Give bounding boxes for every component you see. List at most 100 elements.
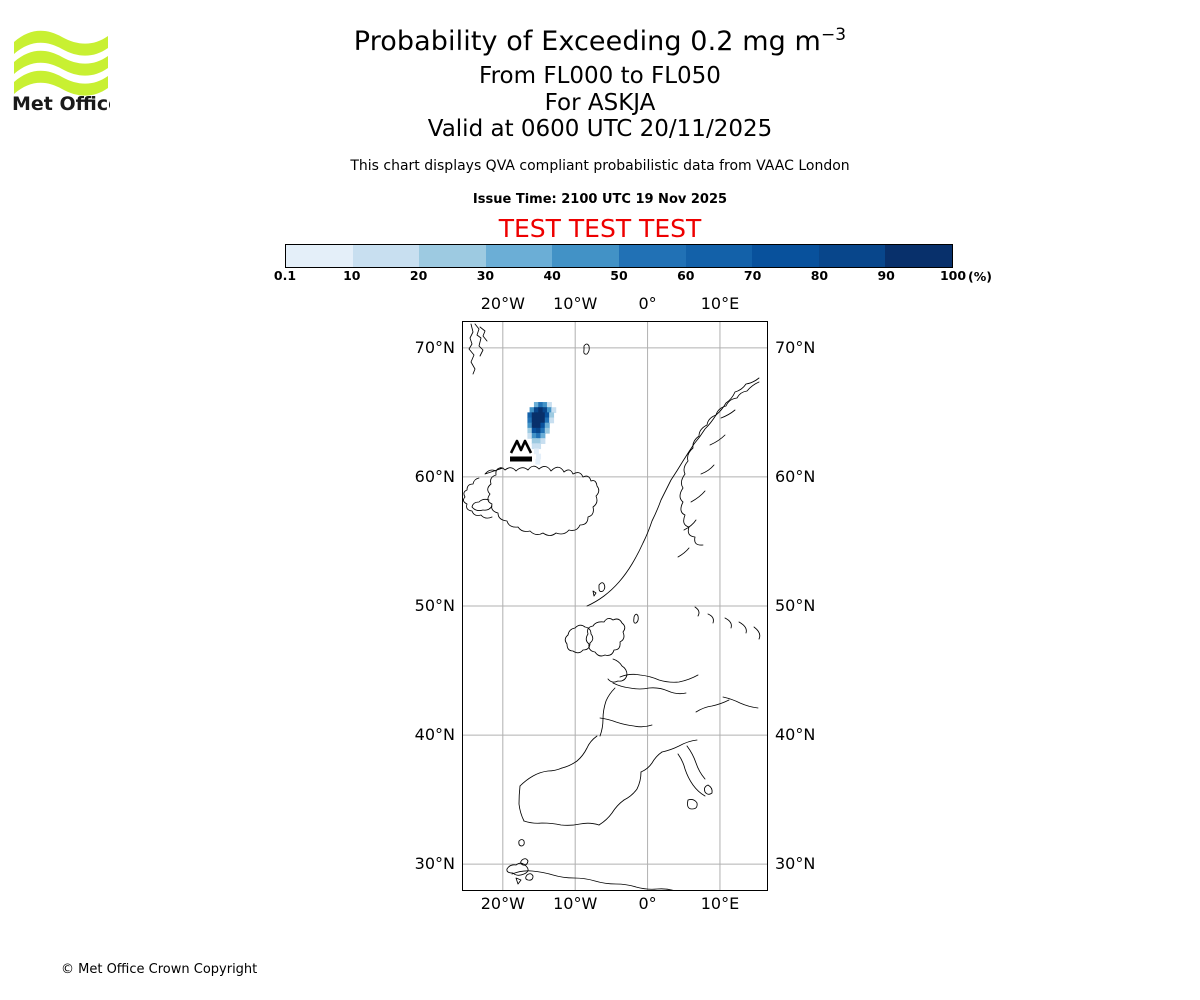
lat-tick-left-2: 50°N [414, 596, 455, 615]
lon-tick-bottom-0: 20°W [480, 894, 525, 913]
logo-wordmark: Met Office [12, 93, 110, 112]
lon-tick-bottom-1: 10°W [553, 894, 598, 913]
qva-note: This chart displays QVA compliant probab… [350, 158, 850, 174]
plume-cell [527, 433, 533, 439]
colorbar [285, 244, 953, 268]
plume-cell [529, 407, 535, 413]
plume-cell [536, 427, 542, 434]
plume-cell [536, 443, 542, 450]
page-title-exponent: −3 [820, 25, 847, 45]
plume-cell [527, 422, 533, 429]
lat-tick-right-0: 70°N [775, 337, 816, 357]
colorbar-segment-5 [618, 245, 686, 267]
plume-cell [544, 427, 550, 434]
page-title-text: Probability of Exceeding 0.2 mg m [353, 26, 821, 57]
colorbar-tick-50: 50 [610, 268, 628, 283]
plume-cell [533, 448, 539, 455]
plume-cell [531, 438, 537, 444]
issue-time: Issue Time: 2100 UTC 19 Nov 2025 [472, 192, 728, 207]
colorbar-unit-label: (%) [968, 269, 992, 284]
plume-cell [540, 417, 546, 424]
plume-cell [544, 412, 550, 419]
plume-cell [540, 438, 546, 444]
lat-tick-right-2: 50°N [775, 596, 816, 615]
colorbar-tick-60: 60 [677, 268, 695, 283]
met-office-logo-svg: Met Office [12, 30, 110, 112]
colorbar-segment-2 [419, 245, 486, 267]
plume-cell [536, 433, 542, 439]
lon-tick-top-0: 20°W [480, 294, 525, 313]
lat-tick-right-4: 30°N [775, 854, 816, 874]
plume-cell [540, 427, 546, 434]
colorbar-segment-7 [752, 245, 819, 267]
plume-cell [549, 412, 555, 419]
colorbar-tick-70: 70 [743, 268, 762, 283]
lon-tick-top-3: 10°E [700, 294, 740, 313]
plume-cell [551, 407, 557, 413]
plume-cell [533, 402, 539, 408]
colorbar-tick-40: 40 [543, 268, 561, 283]
colorbar-tick-labels: 0.1 10 20 30 40 50 60 70 80 90 100 [274, 268, 966, 286]
plume-cell [531, 443, 537, 450]
plume-cell [538, 402, 544, 408]
plume-cell [538, 407, 544, 413]
lat-tick-left-3: 40°N [414, 725, 455, 745]
colorbar-segment-0 [286, 245, 353, 267]
plume-cell [531, 427, 537, 434]
colorbar-segment-8 [818, 245, 886, 267]
plume-cell [536, 453, 542, 460]
plume-cell [542, 407, 548, 413]
plume-cell [531, 433, 537, 439]
colorbar-tick-100: 100 [939, 268, 967, 283]
plume-cell [535, 458, 541, 465]
colorbar-segment-9 [885, 245, 952, 267]
lat-tick-right-1: 60°N [775, 466, 816, 486]
flight-level-subtitle: From FL000 to FL050 [479, 63, 721, 89]
volcano-subtitle: For ASKJA [544, 90, 656, 116]
plume-cell [542, 402, 548, 408]
plume-cell [540, 433, 546, 439]
plume-cell [544, 422, 550, 429]
lon-tick-top-2: 0° [638, 294, 657, 313]
plume-cell [549, 417, 555, 424]
plume-cell [531, 422, 537, 429]
map-panel[interactable] [462, 321, 768, 891]
map-canvas [463, 322, 767, 890]
plume-cell [540, 422, 546, 429]
colorbar-tick-30: 30 [476, 268, 495, 283]
colorbar-segment-4 [552, 245, 619, 267]
colorbar-segment-3 [485, 245, 553, 267]
colorbar-segment-1 [352, 245, 420, 267]
plume-cell [546, 407, 552, 413]
map-coastlines [463, 323, 761, 890]
lat-tick-right-3: 40°N [775, 725, 816, 745]
valid-time-subtitle: Valid at 0600 UTC 20/11/2025 [427, 116, 773, 142]
colorbar-tick-80: 80 [810, 268, 829, 283]
copyright-notice: © Met Office Crown Copyright [61, 962, 258, 977]
volcano-marker-askja [509, 439, 533, 462]
plume-cell [533, 407, 539, 413]
plume-cell [536, 412, 542, 419]
plume-cell [546, 402, 552, 408]
colorbar-segment-6 [685, 245, 753, 267]
map-gridlines [463, 322, 767, 890]
plume-cell [540, 412, 546, 419]
ash-plume-field [527, 402, 557, 465]
plume-cell [531, 412, 537, 419]
colorbar-gradient [285, 244, 953, 268]
plume-cell [544, 417, 550, 424]
logo-waves [14, 30, 108, 96]
plume-cell [536, 417, 542, 424]
met-office-logo: Met Office [12, 24, 110, 112]
lon-tick-bottom-2: 0° [638, 894, 657, 913]
page-title: Probability of Exceeding 0.2 mg m−3 [0, 26, 1200, 58]
lon-tick-top-1: 10°W [553, 294, 598, 313]
colorbar-tick-20: 20 [409, 268, 428, 283]
lat-tick-left-4: 30°N [414, 854, 455, 874]
plume-cell [527, 427, 533, 434]
colorbar-tick-10: 10 [343, 268, 361, 283]
plume-cell [527, 417, 533, 424]
colorbar-tick-90: 90 [877, 268, 895, 283]
lat-tick-left-0: 70°N [414, 337, 455, 357]
plume-cell [536, 438, 542, 444]
